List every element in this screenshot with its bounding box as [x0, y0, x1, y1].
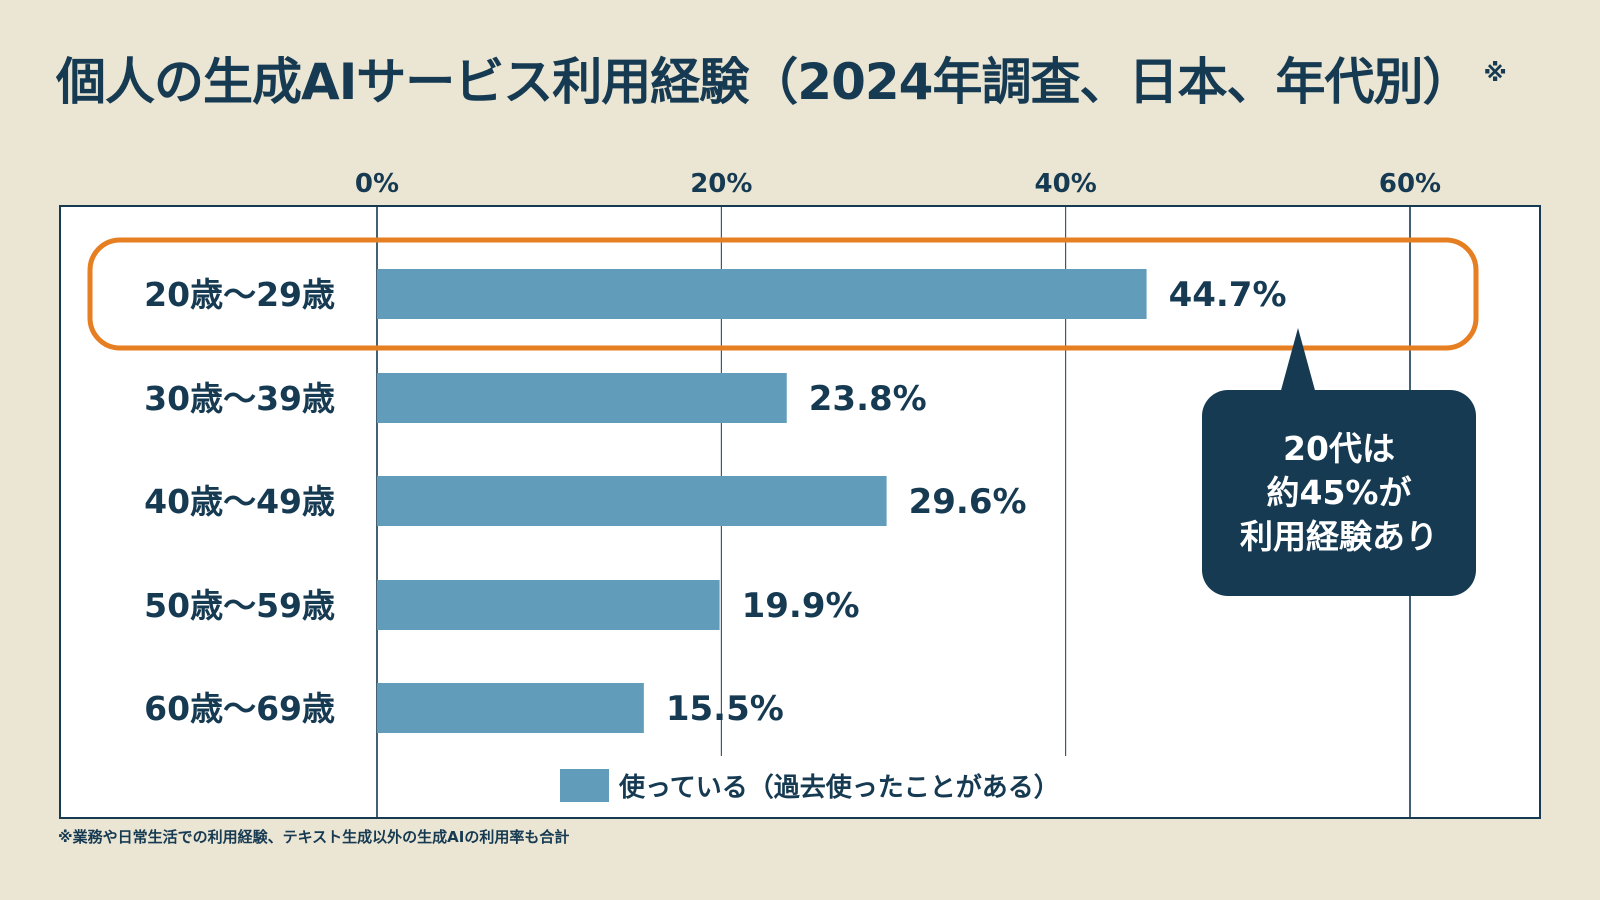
title-note-mark: ※	[1483, 59, 1506, 88]
value-label: 19.9%	[742, 586, 860, 626]
x-tick-label: 20%	[690, 169, 752, 199]
footnote: ※業務や日常生活での利用経験、テキスト生成以外の生成AIの利用率も合計	[58, 828, 570, 846]
callout-bubble: 20代は 約45%が 利用経験あり	[1202, 390, 1476, 596]
x-tick-label: 40%	[1035, 169, 1097, 199]
bar	[377, 373, 787, 423]
legend-label: 使っている（過去使ったことがある）	[618, 772, 1060, 803]
category-label: 30歳〜39歳	[144, 379, 335, 418]
category-label: 40歳〜49歳	[144, 482, 335, 521]
value-label: 23.8%	[809, 379, 927, 419]
callout-pointer	[1280, 328, 1316, 394]
value-label: 15.5%	[666, 689, 784, 729]
value-label: 44.7%	[1169, 275, 1287, 315]
callout-text: 20代は 約45%が 利用経験あり	[1240, 429, 1438, 556]
x-tick-label: 0%	[355, 169, 399, 199]
highlight-box	[87, 237, 1479, 351]
bar	[377, 269, 1147, 319]
bar	[377, 580, 720, 630]
x-tick-label: 60%	[1379, 169, 1441, 199]
chart-title-text: 個人の生成AIサービス利用経験（2024年調査、日本、年代別）	[56, 53, 1472, 111]
category-label: 50歳〜59歳	[144, 586, 335, 625]
bar	[377, 476, 887, 526]
legend-swatch	[560, 769, 609, 802]
value-label: 29.6%	[909, 482, 1027, 522]
chart-title: 個人の生成AIサービス利用経験（2024年調査、日本、年代別） ※	[56, 42, 1507, 114]
category-label: 60歳〜69歳	[144, 689, 335, 728]
bar	[377, 683, 644, 733]
category-label: 20歳〜29歳	[144, 275, 335, 314]
